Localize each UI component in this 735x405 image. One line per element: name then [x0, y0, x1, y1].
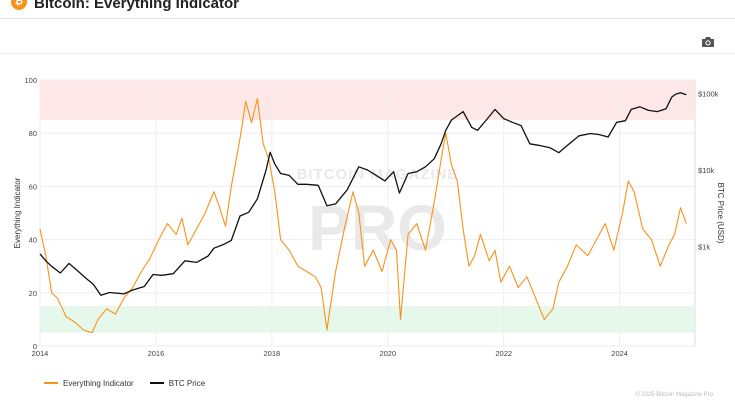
legend-label: BTC Price — [168, 378, 206, 388]
y-left-tick-label: 100 — [24, 76, 37, 85]
x-tick-label: 2016 — [148, 349, 165, 358]
y-left-tick-label: 20 — [29, 289, 37, 298]
legend-swatch-indicator — [44, 382, 58, 384]
plot-background — [39, 79, 696, 347]
y-right-tick-label: $100k — [698, 89, 719, 98]
legend-label: Everything Indicator — [63, 378, 134, 388]
y-left-axis-title: Everything Indicator — [13, 177, 22, 248]
footer-note: © 2025 Bitcoin Magazine Pro — [635, 392, 713, 398]
series-line-everything-indicator — [39, 98, 687, 334]
y-left-tick-label: 0 — [33, 342, 37, 351]
x-tick-label: 2024 — [611, 349, 628, 358]
y-right-tick-label: $1k — [698, 242, 710, 251]
x-tick-label: 2022 — [495, 349, 512, 358]
x-tick-label: 2018 — [264, 349, 281, 358]
y-right-tick-label: $10k — [698, 166, 715, 175]
band-overbought — [40, 80, 695, 120]
chart-header: ₿ Bitcoin: Everything Indicator — [0, 0, 735, 19]
band-oversold — [40, 306, 695, 333]
y-right-axis-title: BTC Price (USD) — [716, 183, 725, 244]
legend-swatch-price — [149, 382, 164, 384]
x-tick-label: 2014 — [32, 349, 49, 358]
camera-icon[interactable] — [701, 35, 715, 47]
legend-item-indicator[interactable]: Everything Indicator — [44, 377, 134, 389]
y-left-tick-label: 60 — [29, 182, 37, 191]
x-tick-label: 2020 — [379, 349, 396, 358]
chart-area: 0 20 40 60 80 100 2014 2016 2018 2020 2022 2024 $1k $… — [0, 54, 735, 400]
series-line-btc-price — [39, 92, 687, 296]
legend: Everything Indicator BTC Price — [44, 377, 205, 389]
watermark-top: BITCOIN MAGAZINE — [297, 166, 459, 183]
legend-item-price[interactable]: BTC Price — [149, 377, 206, 389]
y-left-tick-label: 80 — [29, 129, 37, 138]
chart-toolbar — [0, 19, 735, 54]
bitcoin-logo-icon: ₿ — [11, 0, 27, 10]
chart-svg: 0 20 40 60 80 100 2014 2016 2018 2020 2022 2024 $1k $… — [13, 76, 725, 358]
watermark-main: PRO — [308, 192, 447, 264]
chart-title: Bitcoin: Everything Indicator — [34, 0, 240, 12]
y-left-tick-label: 40 — [29, 236, 37, 245]
